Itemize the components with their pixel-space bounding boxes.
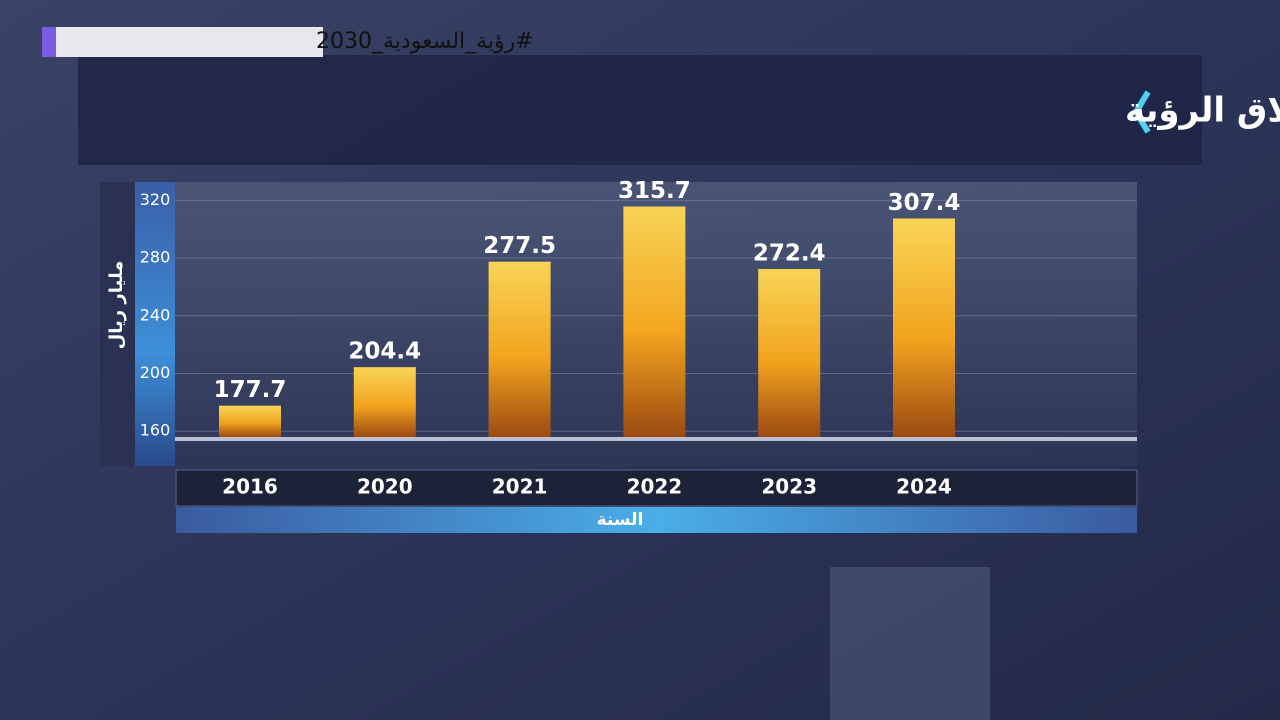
chart-title: الصادرات غير النفطية السلعية منذ إطلاق ا… [1125, 91, 1280, 131]
chevron [1132, 90, 1151, 134]
bar [488, 261, 551, 437]
x-label-band [176, 507, 1137, 533]
bar [353, 367, 416, 437]
x-tick-label: 2023 [761, 475, 817, 499]
bar [623, 206, 686, 437]
value-label: 277.5 [483, 233, 556, 259]
y-tick-label: 280 [140, 248, 171, 267]
y-label-strip [100, 182, 135, 466]
decoration [830, 567, 990, 720]
x-tick-label: 2020 [357, 475, 413, 499]
y-tick-label: 320 [140, 190, 171, 209]
bar [758, 269, 821, 437]
value-label: 177.7 [214, 377, 287, 403]
x-axis-label: السنة [597, 510, 644, 530]
x-tick-label: 2022 [627, 475, 683, 499]
title-bar [78, 55, 1202, 165]
value-label: 315.7 [618, 178, 691, 204]
y-tick-label: 240 [140, 305, 171, 324]
y-tick-label: 160 [140, 421, 171, 440]
bar [219, 405, 281, 437]
hashtag-accent [42, 27, 56, 57]
x-axis-band [175, 469, 1138, 507]
hashtag-box [42, 27, 323, 57]
value-label: 307.4 [888, 190, 961, 216]
x-tick-label: 2021 [492, 475, 548, 499]
baseline [175, 437, 1137, 441]
x-tick-label: 2016 [222, 475, 278, 499]
y-axis-label: مليار ريال [106, 261, 127, 350]
bar [893, 218, 955, 437]
hashtag: #رؤية_السعودية_2030 [316, 29, 534, 54]
y-axis-strip [135, 182, 175, 466]
x-tick-label: 2024 [896, 475, 952, 499]
value-label: 272.4 [753, 241, 826, 267]
y-tick-label: 200 [140, 363, 171, 382]
value-label: 204.4 [348, 339, 421, 365]
